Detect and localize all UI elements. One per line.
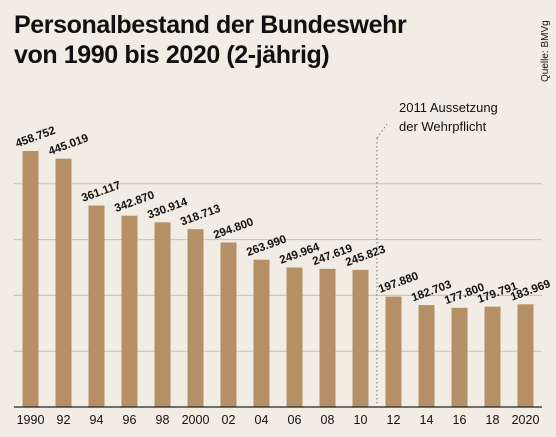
x-tick-label: 06 <box>288 413 302 427</box>
bar <box>253 259 270 407</box>
bar <box>121 215 138 407</box>
bar <box>319 268 336 407</box>
x-tick-label: 1990 <box>17 413 45 427</box>
bar <box>484 306 501 407</box>
bar <box>352 269 369 407</box>
annotation-text: 2011 Aussetzung <box>399 100 498 115</box>
bar <box>418 305 435 407</box>
x-tick-label: 96 <box>123 413 137 427</box>
bar <box>55 158 72 407</box>
bar <box>286 267 303 407</box>
x-tick-label: 92 <box>57 413 71 427</box>
x-tick-label: 18 <box>486 413 500 427</box>
annotation-leader <box>376 123 388 139</box>
x-tick-label: 2000 <box>182 413 210 427</box>
x-tick-label: 94 <box>90 413 104 427</box>
x-tick-label: 10 <box>354 413 368 427</box>
x-tick-label: 04 <box>255 413 269 427</box>
bar <box>154 222 171 407</box>
chart-title: Personalbestand der Bundeswehr von 1990 … <box>14 11 407 69</box>
x-tick-label: 16 <box>453 413 467 427</box>
bar <box>88 205 105 407</box>
bar <box>451 307 468 407</box>
x-tick-label: 14 <box>420 413 434 427</box>
x-tick-label: 12 <box>387 413 401 427</box>
x-tick-label: 02 <box>222 413 236 427</box>
annotation-text: der Wehrpflicht <box>399 119 487 134</box>
bar <box>187 229 204 407</box>
bar <box>220 242 237 407</box>
data-label: 361.117 <box>80 179 123 204</box>
x-tick-label: 08 <box>321 413 335 427</box>
data-label: 294.800 <box>212 216 255 241</box>
x-tick-label: 98 <box>156 413 170 427</box>
bar <box>385 296 402 407</box>
bar <box>22 151 39 407</box>
x-tick-label: 2020 <box>512 413 540 427</box>
bar <box>517 304 534 407</box>
